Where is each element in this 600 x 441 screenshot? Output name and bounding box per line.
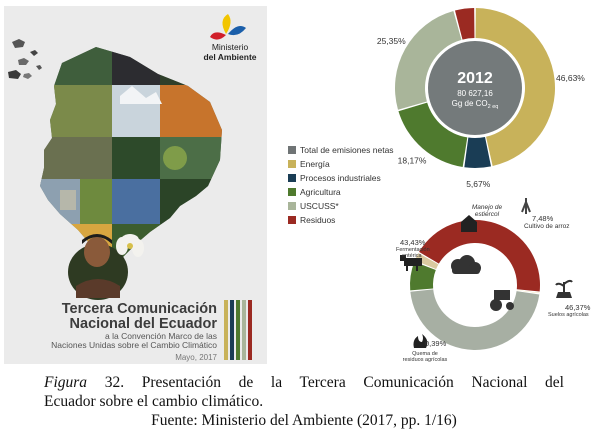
slice-residuos bbox=[454, 8, 475, 40]
ministry-name-line1: Ministerio bbox=[212, 42, 249, 52]
wheat-icon bbox=[521, 198, 531, 214]
ministry-logo: Ministerio del Ambiente bbox=[203, 14, 257, 62]
legend-swatch bbox=[288, 216, 296, 224]
legend-label: Residuos bbox=[300, 215, 335, 225]
slice-procesos-industriales bbox=[464, 136, 492, 168]
donut1-center-year: 2012 bbox=[457, 70, 493, 87]
slice-uscuss bbox=[395, 10, 462, 110]
agriculture-donut bbox=[409, 220, 540, 350]
legend-swatch bbox=[288, 188, 296, 196]
label-quema-2: residuos agrícolas bbox=[403, 357, 448, 363]
fire-icon bbox=[413, 334, 428, 348]
label-quema-1: Quema de bbox=[412, 351, 438, 357]
legend: Total de emisiones netas Energía Procesos … bbox=[288, 145, 394, 225]
cover-subtitle-line2: Naciones Unidas sobre el Cambio Climátic… bbox=[51, 340, 217, 350]
slice-manejo-de-esti-rcol bbox=[414, 253, 439, 270]
cover-date: Mayo, 2017 bbox=[175, 353, 217, 362]
cover-color-bars bbox=[224, 300, 252, 360]
orchid-flower bbox=[116, 234, 144, 257]
slice-label: 5,67% bbox=[466, 179, 491, 189]
donut1-center-value: 80 627,16 bbox=[457, 89, 493, 98]
legend-swatch bbox=[288, 202, 296, 210]
donut1-center: 2012 80 627,16 Gg de CO2 eq bbox=[428, 41, 522, 135]
report-cover: Ministerio del Ambiente Tercera Comunica… bbox=[4, 6, 267, 364]
map-tile bbox=[40, 137, 112, 179]
slice-label: 18,17% bbox=[398, 155, 427, 165]
legend-swatch bbox=[288, 174, 296, 182]
slice-energ-a bbox=[475, 8, 555, 167]
donut1-center-unit: Gg de CO2 eq bbox=[452, 99, 499, 110]
label-suelos-pct: 46,37% bbox=[565, 303, 591, 312]
legend-label: Procesos industriales bbox=[300, 173, 381, 183]
label-estiercol-2: estiércol bbox=[475, 211, 500, 218]
galapagos-islands bbox=[8, 39, 42, 79]
cloud-icon bbox=[451, 255, 481, 274]
label-ferm-2: entérica bbox=[402, 253, 423, 259]
legend-label: Energía bbox=[300, 159, 330, 169]
cover-title-line1: Tercera Comunicación bbox=[62, 301, 217, 317]
child-portrait bbox=[68, 234, 128, 300]
cover-title-line2: Nacional del Ecuador bbox=[70, 316, 218, 332]
legend-label: Total de emisiones netas bbox=[300, 145, 394, 155]
slice-fermentaci-n-ent-rica bbox=[419, 220, 540, 292]
ministry-name-line2: del Ambiente bbox=[203, 52, 256, 62]
label-suelos: Suelos agrícolas bbox=[548, 312, 589, 318]
slice-label: 25,35% bbox=[377, 36, 406, 46]
figure-caption-line1: Figura 32. Presentación de la Tercera Co… bbox=[44, 373, 564, 392]
barn-icon bbox=[461, 215, 477, 232]
figure-caption-line2: Ecuador sobre el cambio climático. bbox=[44, 393, 264, 410]
slice-suelos-agr-colas bbox=[410, 289, 540, 350]
label-arroz-pct: 7,48% bbox=[532, 214, 554, 223]
label-quema-pct: 0,39% bbox=[425, 339, 447, 348]
legend-swatch bbox=[288, 160, 296, 168]
tractor-icon bbox=[490, 290, 514, 311]
map-tile bbox=[112, 179, 160, 224]
label-arroz: Cultivo de arroz bbox=[524, 223, 570, 230]
map-tile bbox=[80, 179, 112, 224]
cover-subtitle-line1: a la Convención Marco de las bbox=[105, 331, 217, 341]
donut2-labels: Manejo de estiércol 7,48% Cultivo de arr… bbox=[396, 204, 591, 363]
label-estiercol-1: Manejo de bbox=[472, 204, 503, 211]
label-ferm-pct: 43,43% bbox=[400, 238, 426, 247]
map-tile bbox=[112, 137, 160, 179]
legend-label: Agricultura bbox=[300, 187, 341, 197]
figure-word: Figura bbox=[44, 374, 88, 391]
plant-icon bbox=[555, 279, 573, 298]
slice-agricultura bbox=[398, 102, 468, 168]
figure: Ministerio del Ambiente Tercera Comunica… bbox=[4, 6, 591, 364]
slice-label: 46,63% bbox=[556, 73, 585, 83]
figure-caption-text: 32. Presentación de la Tercera Comunicac… bbox=[87, 374, 564, 391]
label-ferm-1: Fermentación bbox=[396, 247, 430, 253]
donut1-slice-labels: 46,63%5,67%18,17%25,35%4,19% bbox=[377, 36, 585, 189]
figure-source: Fuente: Ministerio del Ambiente (2017, p… bbox=[151, 412, 457, 429]
legend-label: USCUSS* bbox=[300, 201, 339, 211]
legend-swatch bbox=[288, 146, 296, 154]
slice-quema-de-residuos-agr-colas bbox=[516, 290, 540, 294]
emissions-donut bbox=[395, 8, 555, 168]
cow-icon bbox=[400, 255, 422, 271]
